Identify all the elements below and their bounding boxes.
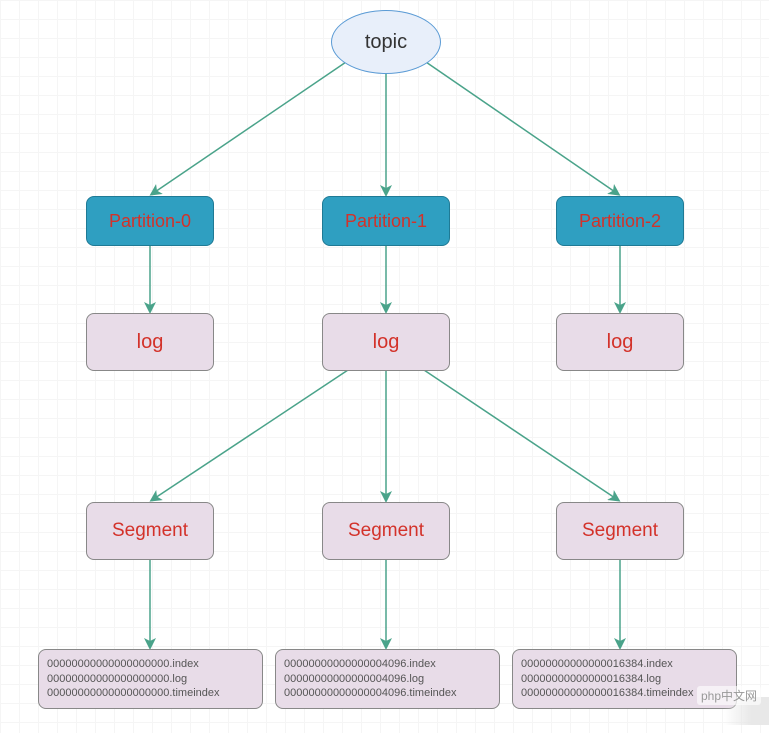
node-segment-2: Segment — [556, 502, 684, 560]
node-label: Partition-1 — [345, 211, 427, 232]
node-log-2: log — [556, 313, 684, 371]
node-label: log — [137, 331, 164, 354]
node-label: Segment — [112, 520, 188, 542]
node-partition-2: Partition-2 — [556, 196, 684, 246]
file-line: 00000000000000004096.index — [284, 657, 436, 672]
watermark: php中文网 — [697, 686, 761, 705]
node-files-0: 00000000000000000000.index 0000000000000… — [38, 649, 263, 709]
node-label: topic — [365, 31, 407, 54]
node-label: log — [607, 331, 634, 354]
file-line: 00000000000000000000.log — [47, 672, 187, 687]
node-label: Partition-0 — [109, 211, 191, 232]
file-line: 00000000000000004096.log — [284, 672, 424, 687]
node-partition-0: Partition-0 — [86, 196, 214, 246]
node-segment-0: Segment — [86, 502, 214, 560]
node-label: Segment — [348, 520, 424, 542]
file-line: 00000000000000016384.log — [521, 672, 661, 687]
node-partition-1: Partition-1 — [322, 196, 450, 246]
file-line: 00000000000000000000.timeindex — [47, 686, 220, 701]
file-line: 00000000000000000000.index — [47, 657, 199, 672]
node-log-1: log — [322, 313, 450, 371]
file-line: 00000000000000016384.timeindex — [521, 686, 694, 701]
node-segment-1: Segment — [322, 502, 450, 560]
node-label: Segment — [582, 520, 658, 542]
node-label: Partition-2 — [579, 211, 661, 232]
node-log-0: log — [86, 313, 214, 371]
file-line: 00000000000000004096.timeindex — [284, 686, 457, 701]
node-files-1: 00000000000000004096.index 0000000000000… — [275, 649, 500, 709]
node-label: log — [373, 331, 400, 354]
node-topic: topic — [331, 10, 441, 74]
file-line: 00000000000000016384.index — [521, 657, 673, 672]
